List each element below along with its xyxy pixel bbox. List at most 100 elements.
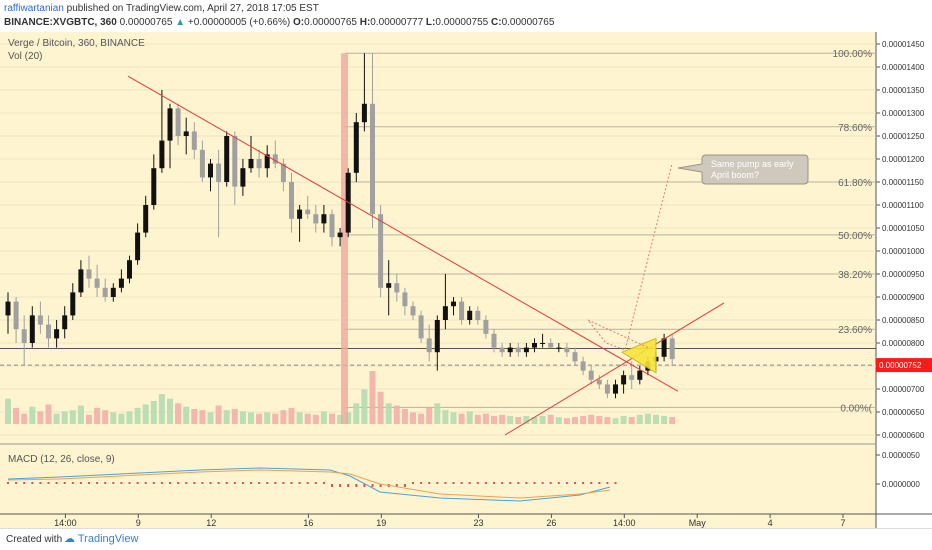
- macd-histogram-bar: [209, 482, 212, 484]
- candle-body: [62, 315, 68, 330]
- candle-body: [459, 301, 465, 320]
- last-price: 0.00000765: [119, 17, 173, 28]
- macd-histogram-bar: [525, 482, 528, 484]
- candle-body: [378, 214, 384, 288]
- candle-body: [151, 168, 157, 205]
- volume-bar: [661, 415, 668, 424]
- candle-body: [297, 209, 303, 219]
- tradingview-logo[interactable]: ☁ TradingView: [64, 533, 139, 545]
- volume-bar: [393, 405, 400, 424]
- volume-spike-bar: [341, 53, 348, 424]
- macd-histogram-bar: [250, 482, 252, 484]
- candle-body: [329, 214, 335, 238]
- price-change: +0.00000005 (+0.66%): [187, 17, 291, 28]
- volume-bar: [426, 407, 433, 424]
- volume-bar: [466, 411, 473, 424]
- macd-histogram-bar: [420, 482, 423, 484]
- y-tick-label: 0.00001300: [882, 109, 925, 118]
- footer-bar: Created with ☁ TradingView: [0, 528, 932, 550]
- candle-body: [313, 214, 319, 224]
- volume-bar: [158, 394, 165, 424]
- candle-body: [191, 131, 197, 150]
- volume-bar: [547, 414, 554, 424]
- volume-bar: [620, 415, 627, 424]
- volume-bar: [572, 417, 578, 424]
- volume-bar: [134, 407, 141, 424]
- volume-bar: [499, 414, 506, 424]
- volume-bar: [450, 412, 457, 424]
- macd-histogram-bar: [590, 482, 593, 484]
- fib-retracement: 100.00% 78.60% 61.80% 50.00% 38.20% 23.60% 0.0…: [0, 49, 876, 414]
- macd-histogram-bar: [136, 482, 139, 484]
- chart-title: Verge / Bitcoin, 360, BINANCE: [8, 38, 145, 49]
- macd-histogram-bar: [501, 482, 504, 484]
- macd-histogram-bar: [549, 482, 552, 484]
- y-tick-label: 0.00001100: [882, 201, 924, 210]
- volume-bar: [377, 391, 384, 424]
- candle-body: [143, 205, 149, 233]
- open-value: 0.00000765: [304, 17, 357, 28]
- volume-bar: [256, 413, 263, 424]
- volume-bar: [94, 407, 101, 424]
- candle-body: [507, 347, 513, 353]
- candle-body: [46, 324, 51, 339]
- author-link[interactable]: raffiwartanian: [4, 3, 64, 14]
- volume-bar: [337, 414, 344, 424]
- candle-body: [337, 232, 343, 238]
- candle-body: [110, 287, 116, 297]
- volume-bar: [199, 410, 206, 424]
- candle-body: [604, 384, 610, 394]
- macd-histogram-bar: [574, 482, 576, 484]
- candle-body: [572, 352, 578, 362]
- candle-body: [102, 287, 108, 297]
- candle-body: [596, 379, 602, 385]
- macd-histogram-bar: [322, 482, 325, 484]
- y-tick-label: 0.00001000: [882, 247, 925, 256]
- macd-histogram-bar: [201, 482, 204, 484]
- macd-histogram-bar: [557, 482, 560, 484]
- signal-line: [7, 469, 611, 499]
- volume-bar: [13, 407, 20, 424]
- volume-bar: [612, 418, 619, 424]
- macd-legend: MACD (12, 26, close, 9): [8, 454, 115, 465]
- macd-histogram-bar: [403, 484, 406, 487]
- candle-body: [5, 301, 11, 316]
- y-tick-label: 0.00001200: [882, 155, 925, 164]
- volume-bar: [320, 411, 327, 424]
- macd-histogram-bar: [71, 482, 74, 484]
- candle-body: [118, 278, 124, 288]
- candle-body: [483, 320, 489, 334]
- annotation-callout[interactable]: Same pump as early April boom?: [677, 154, 809, 185]
- volume-bar: [563, 418, 570, 424]
- current-price-tag: [876, 358, 932, 373]
- candle-body: [29, 315, 35, 343]
- open-label: O:: [293, 17, 305, 28]
- candle-body: [232, 136, 238, 187]
- chart-svg[interactable]: 100.00% 78.60% 61.80% 50.00% 38.20% 23.60% 0.0…: [0, 32, 932, 528]
- x-tick-label: 7: [840, 518, 845, 528]
- macd-histogram-bar: [355, 484, 358, 487]
- candle-body: [637, 370, 643, 380]
- macd-tick-label: 0.0000000: [882, 480, 920, 489]
- macd-histogram-bar: [598, 482, 601, 484]
- publish-header: raffiwartanian published on TradingView.…: [0, 0, 932, 32]
- macd-histogram-bar: [412, 482, 414, 484]
- candle-body: [353, 122, 359, 173]
- fib-label: 61.80%: [838, 178, 872, 189]
- candle-body: [183, 131, 189, 136]
- macd-histogram-bar: [565, 482, 568, 484]
- macd-histogram-bar: [47, 482, 50, 484]
- callout-line-2: April boom?: [711, 170, 759, 180]
- macd-histogram-bar: [606, 482, 609, 484]
- chart-background: [0, 32, 876, 528]
- volume-bar: [53, 413, 60, 424]
- candle-body: [224, 136, 230, 182]
- candle-body: [199, 149, 205, 178]
- volume-bar: [644, 413, 651, 424]
- candle-body: [442, 306, 448, 320]
- candle-body: [613, 384, 618, 394]
- macd-histogram-bar: [314, 482, 317, 484]
- volume-bar: [21, 413, 28, 424]
- candle-body: [280, 163, 286, 182]
- y-tick-label: 0.00000850: [882, 316, 925, 325]
